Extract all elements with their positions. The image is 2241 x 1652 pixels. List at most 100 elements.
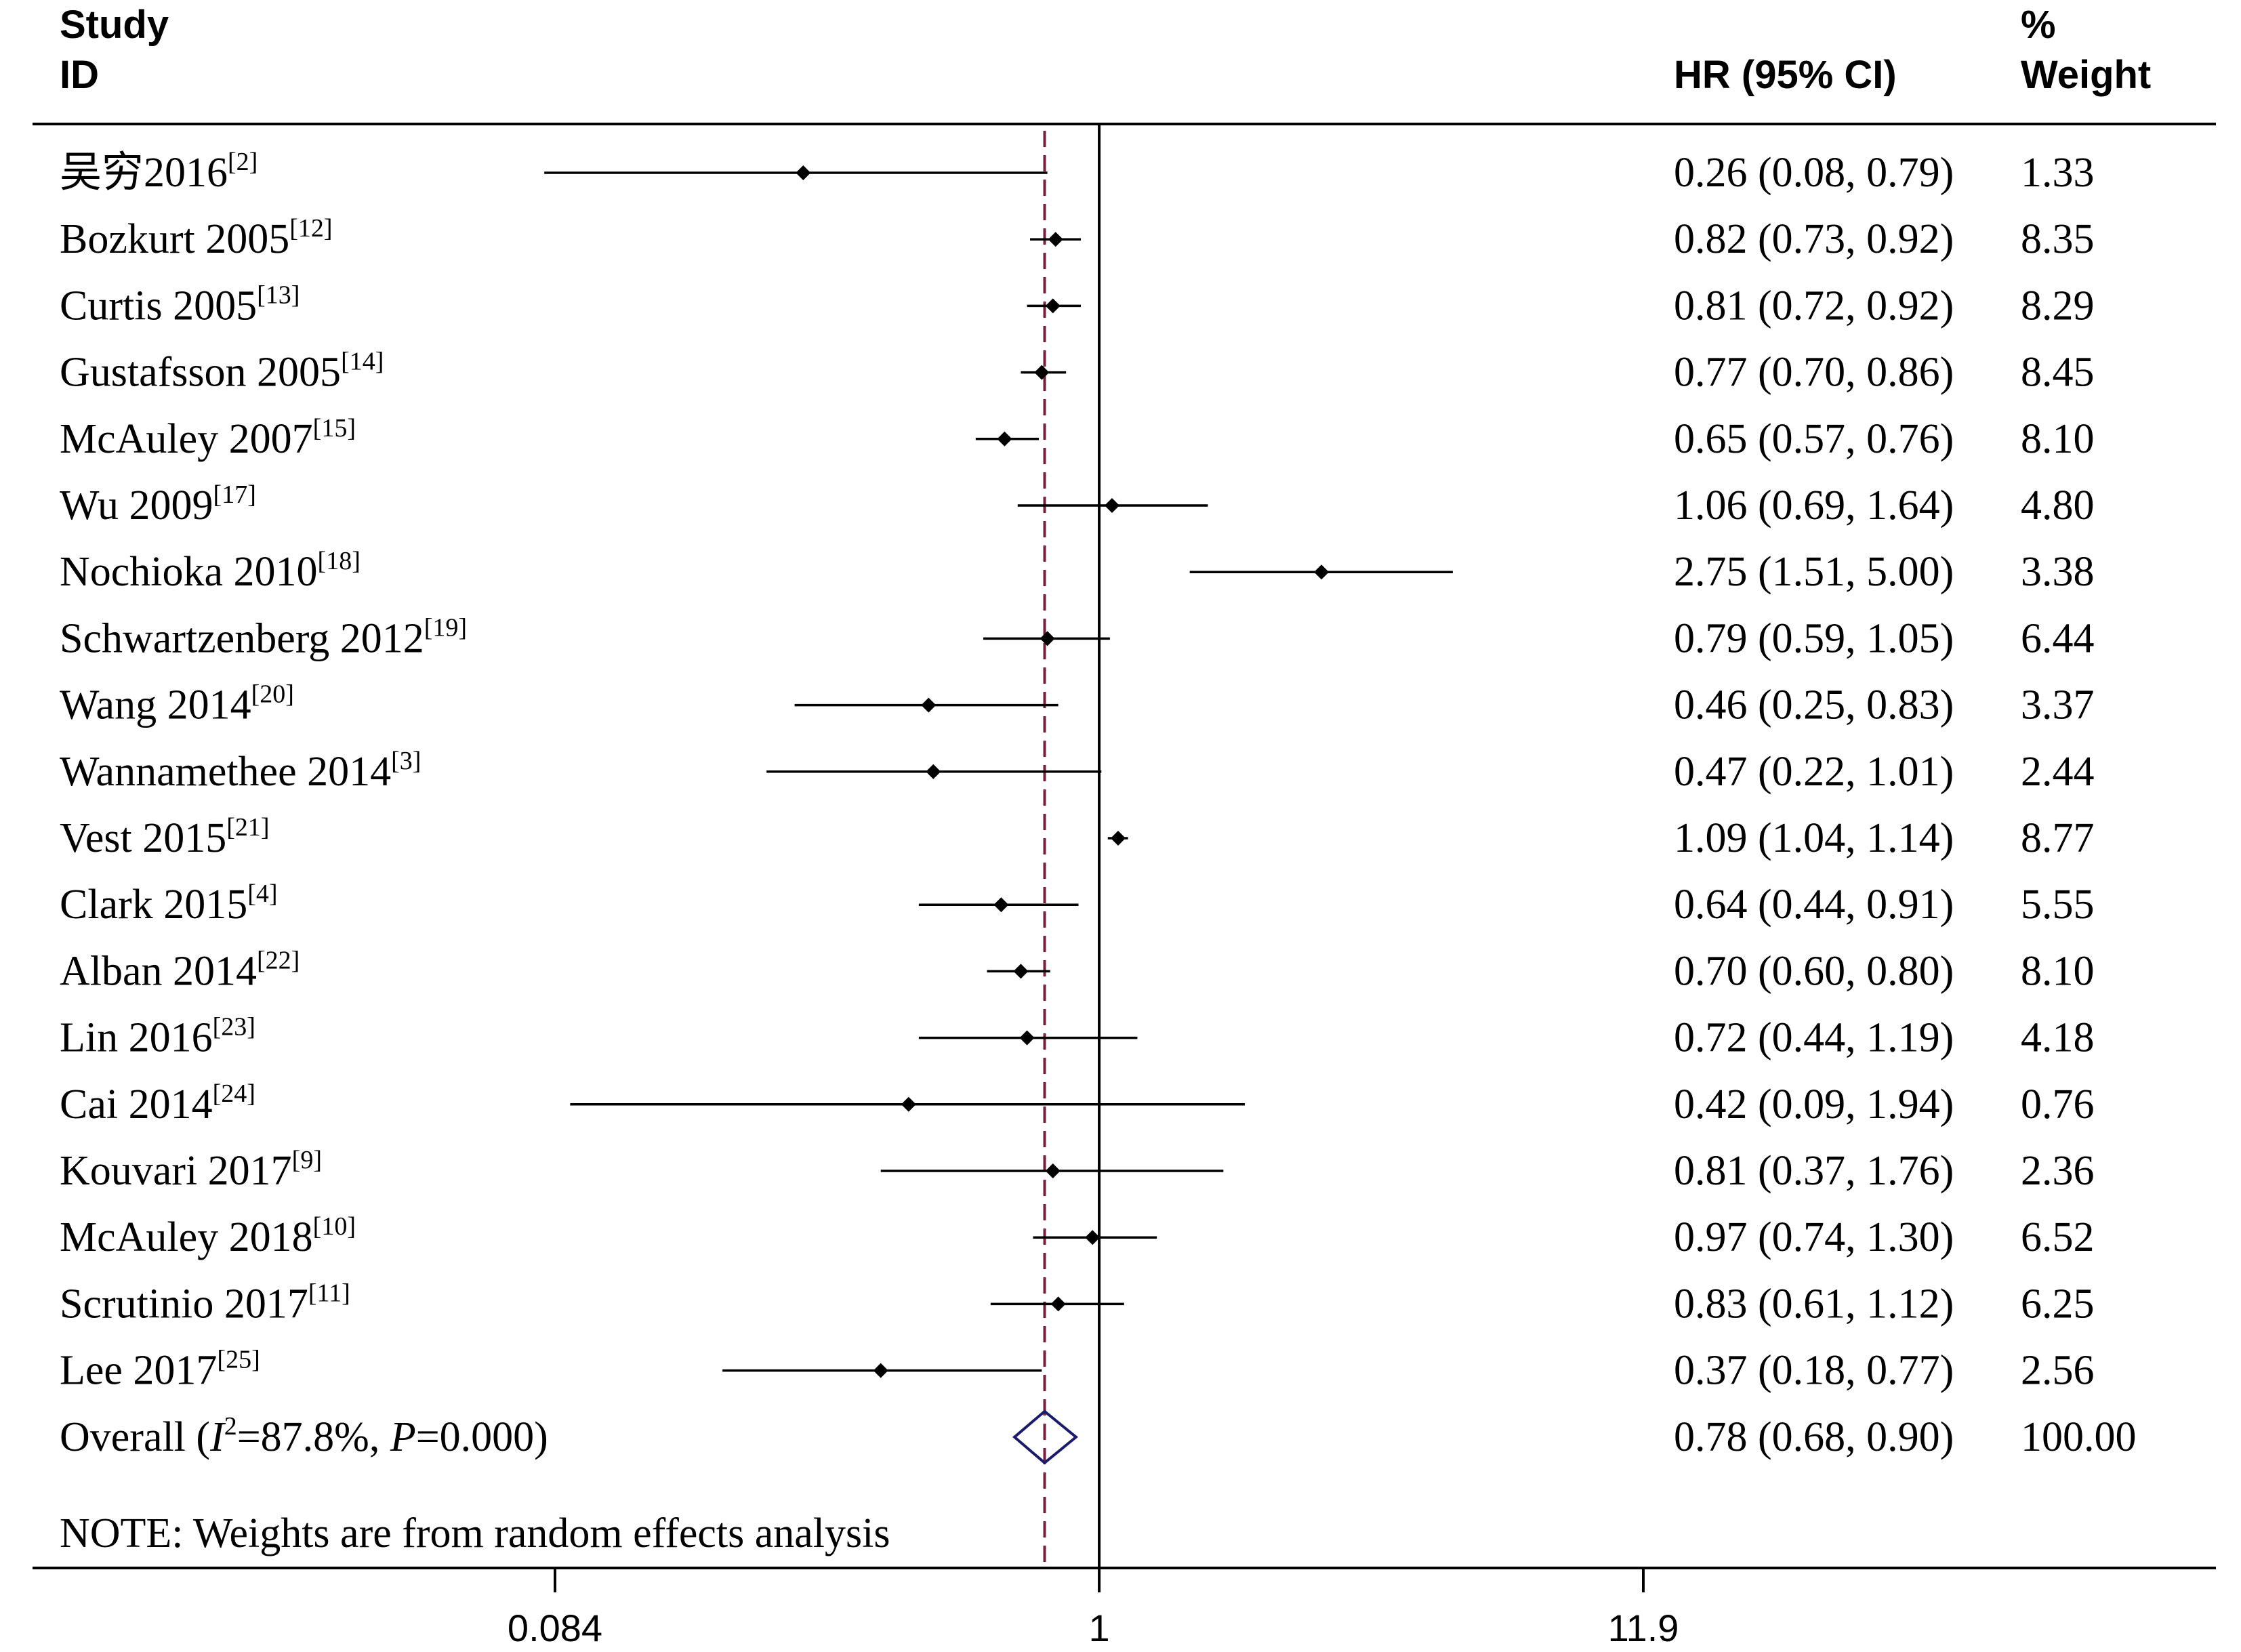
weight-text: 0.76 bbox=[2021, 1081, 2095, 1128]
study-ref: [3] bbox=[391, 747, 421, 775]
point-estimate bbox=[1050, 1296, 1066, 1312]
ci-text: 0.77 (0.70, 0.86) bbox=[1674, 350, 1954, 396]
study-ref: [4] bbox=[247, 880, 277, 908]
ci-text: 1.06 (0.69, 1.64) bbox=[1674, 482, 1954, 529]
x-tick-label: 1 bbox=[1088, 1607, 1109, 1649]
study-row: McAuley 2007[15] 0.65 (0.57, 0.76) 8.10 bbox=[60, 414, 2095, 462]
study-rows: 吴穷2016[2] 0.26 (0.08, 0.79) 1.33 Bozkurt 20… bbox=[60, 148, 2095, 1394]
study-row: Nochioka 2010[18] 2.75 (1.51, 5.00) 3.38 bbox=[60, 547, 2095, 595]
study-row: Wannamethee 2014[3] 0.47 (0.22, 1.01) 2.44 bbox=[60, 747, 2095, 795]
study-name: Nochioka 2010[18] bbox=[60, 547, 361, 595]
weight-text: 8.77 bbox=[2021, 815, 2095, 861]
point-estimate bbox=[796, 165, 811, 180]
study-row: Alban 2014[22] 0.70 (0.60, 0.80) 8.10 bbox=[60, 946, 2095, 994]
weight-text: 2.36 bbox=[2021, 1148, 2095, 1194]
ci-text: 0.81 (0.72, 0.92) bbox=[1674, 283, 1954, 329]
study-ref: [12] bbox=[289, 214, 332, 243]
study-name: Cai 2014[24] bbox=[60, 1079, 255, 1128]
study-row: 吴穷2016[2] 0.26 (0.08, 0.79) 1.33 bbox=[60, 148, 2095, 196]
weight-text: 8.29 bbox=[2021, 283, 2095, 329]
study-name: Kouvari 2017[9] bbox=[60, 1146, 322, 1194]
weight-text: 4.80 bbox=[2021, 482, 2095, 529]
point-estimate bbox=[1040, 631, 1055, 646]
ci-text: 0.65 (0.57, 0.76) bbox=[1674, 416, 1954, 462]
study-name: Gustafsson 2005[14] bbox=[60, 348, 384, 396]
header-study: Study bbox=[60, 3, 169, 47]
point-estimate bbox=[1104, 498, 1119, 513]
weight-text: 1.33 bbox=[2021, 150, 2095, 196]
study-name: Vest 2015[21] bbox=[60, 813, 270, 861]
p-value: =0.000) bbox=[416, 1414, 548, 1460]
point-estimate bbox=[921, 697, 937, 713]
study-ref: [14] bbox=[341, 348, 384, 376]
study-ref: [13] bbox=[257, 281, 300, 309]
header-id: ID bbox=[60, 53, 99, 97]
ci-text: 0.81 (0.37, 1.76) bbox=[1674, 1148, 1954, 1194]
point-estimate bbox=[1085, 1230, 1101, 1245]
point-estimate bbox=[1045, 1163, 1061, 1178]
study-ref: [24] bbox=[213, 1079, 255, 1108]
point-estimate bbox=[901, 1096, 916, 1112]
study-ref: [2] bbox=[228, 148, 258, 176]
study-ref: [11] bbox=[308, 1279, 350, 1307]
weight-text: 8.10 bbox=[2021, 948, 2095, 994]
study-row: Bozkurt 2005[12] 0.82 (0.73, 0.92) 8.35 bbox=[60, 214, 2095, 262]
ci-text: 0.46 (0.25, 0.83) bbox=[1674, 682, 1954, 728]
point-estimate bbox=[997, 431, 1012, 447]
overall-label: Overall (I2=87.8%, P=0.000) bbox=[60, 1412, 548, 1460]
study-name: Alban 2014[22] bbox=[60, 946, 300, 994]
i-squared-value: =87.8%, bbox=[237, 1414, 390, 1460]
ci-text: 0.70 (0.60, 0.80) bbox=[1674, 948, 1954, 994]
study-name: Wang 2014[20] bbox=[60, 680, 294, 728]
ci-text: 0.64 (0.44, 0.91) bbox=[1674, 882, 1954, 928]
point-estimate bbox=[1111, 831, 1126, 846]
point-estimate bbox=[1314, 564, 1330, 580]
study-name: Schwartzenberg 2012[19] bbox=[60, 613, 467, 661]
ci-text: 2.75 (1.51, 5.00) bbox=[1674, 549, 1954, 595]
point-estimate bbox=[993, 897, 1009, 913]
x-tick-label: 0.084 bbox=[508, 1607, 602, 1649]
study-name: Wannamethee 2014[3] bbox=[60, 747, 421, 795]
point-estimate bbox=[1045, 298, 1061, 314]
study-row: Clark 2015[4] 0.64 (0.44, 0.91) 5.55 bbox=[60, 880, 2095, 928]
weight-text: 8.10 bbox=[2021, 416, 2095, 462]
study-row: Kouvari 2017[9] 0.81 (0.37, 1.76) 2.36 bbox=[60, 1146, 2095, 1194]
ci-text: 0.72 (0.44, 1.19) bbox=[1674, 1015, 1954, 1061]
study-name: Clark 2015[4] bbox=[60, 880, 278, 928]
study-row: Curtis 2005[13] 0.81 (0.72, 0.92) 8.29 bbox=[60, 281, 2095, 329]
i-squared-symbol: I bbox=[209, 1414, 226, 1460]
study-row: McAuley 2018[10] 0.97 (0.74, 1.30) 6.52 bbox=[60, 1212, 2095, 1260]
reference-lines bbox=[1043, 124, 1101, 1568]
weight-text: 2.44 bbox=[2021, 749, 2095, 795]
ci-text: 0.79 (0.59, 1.05) bbox=[1674, 615, 1954, 661]
ci-text: 0.83 (0.61, 1.12) bbox=[1674, 1281, 1954, 1327]
study-row: Lin 2016[23] 0.72 (0.44, 1.19) 4.18 bbox=[60, 1013, 2095, 1061]
study-name: Scrutinio 2017[11] bbox=[60, 1279, 350, 1327]
overall-row: Overall (I2=87.8%, P=0.000) 0.78 (0.68, 0… bbox=[60, 1409, 2137, 1465]
note-text: NOTE: Weights are from random effects an… bbox=[60, 1510, 890, 1556]
weight-text: 8.45 bbox=[2021, 350, 2095, 396]
study-ref: [20] bbox=[251, 680, 294, 709]
study-ref: [18] bbox=[318, 547, 361, 575]
point-estimate bbox=[873, 1363, 888, 1378]
weight-text: 5.55 bbox=[2021, 882, 2095, 928]
study-row: Cai 2014[24] 0.42 (0.09, 1.94) 0.76 bbox=[60, 1079, 2095, 1128]
study-ref: [19] bbox=[424, 613, 467, 642]
study-ref: [10] bbox=[313, 1212, 356, 1241]
study-ref: [21] bbox=[226, 813, 269, 842]
overall-weight-text: 100.00 bbox=[2021, 1414, 2137, 1460]
ci-text: 0.37 (0.18, 0.77) bbox=[1674, 1348, 1954, 1394]
point-estimate bbox=[1034, 365, 1050, 380]
study-row: Lee 2017[25] 0.37 (0.18, 0.77) 2.56 bbox=[60, 1346, 2095, 1394]
x-tick-label: 11.9 bbox=[1608, 1607, 1679, 1649]
study-name: Bozkurt 2005[12] bbox=[60, 214, 333, 262]
weight-text: 2.56 bbox=[2021, 1348, 2095, 1394]
study-row: Vest 2015[21] 1.09 (1.04, 1.14) 8.77 bbox=[60, 813, 2095, 861]
x-axis-ticks: 0.084 1 11.9 bbox=[508, 1568, 1679, 1649]
study-name: Lin 2016[23] bbox=[60, 1013, 255, 1061]
study-name: Lee 2017[25] bbox=[60, 1346, 260, 1394]
point-estimate bbox=[926, 764, 941, 779]
weight-text: 8.35 bbox=[2021, 216, 2095, 262]
header-hr: HR (95% CI) bbox=[1674, 53, 1897, 97]
